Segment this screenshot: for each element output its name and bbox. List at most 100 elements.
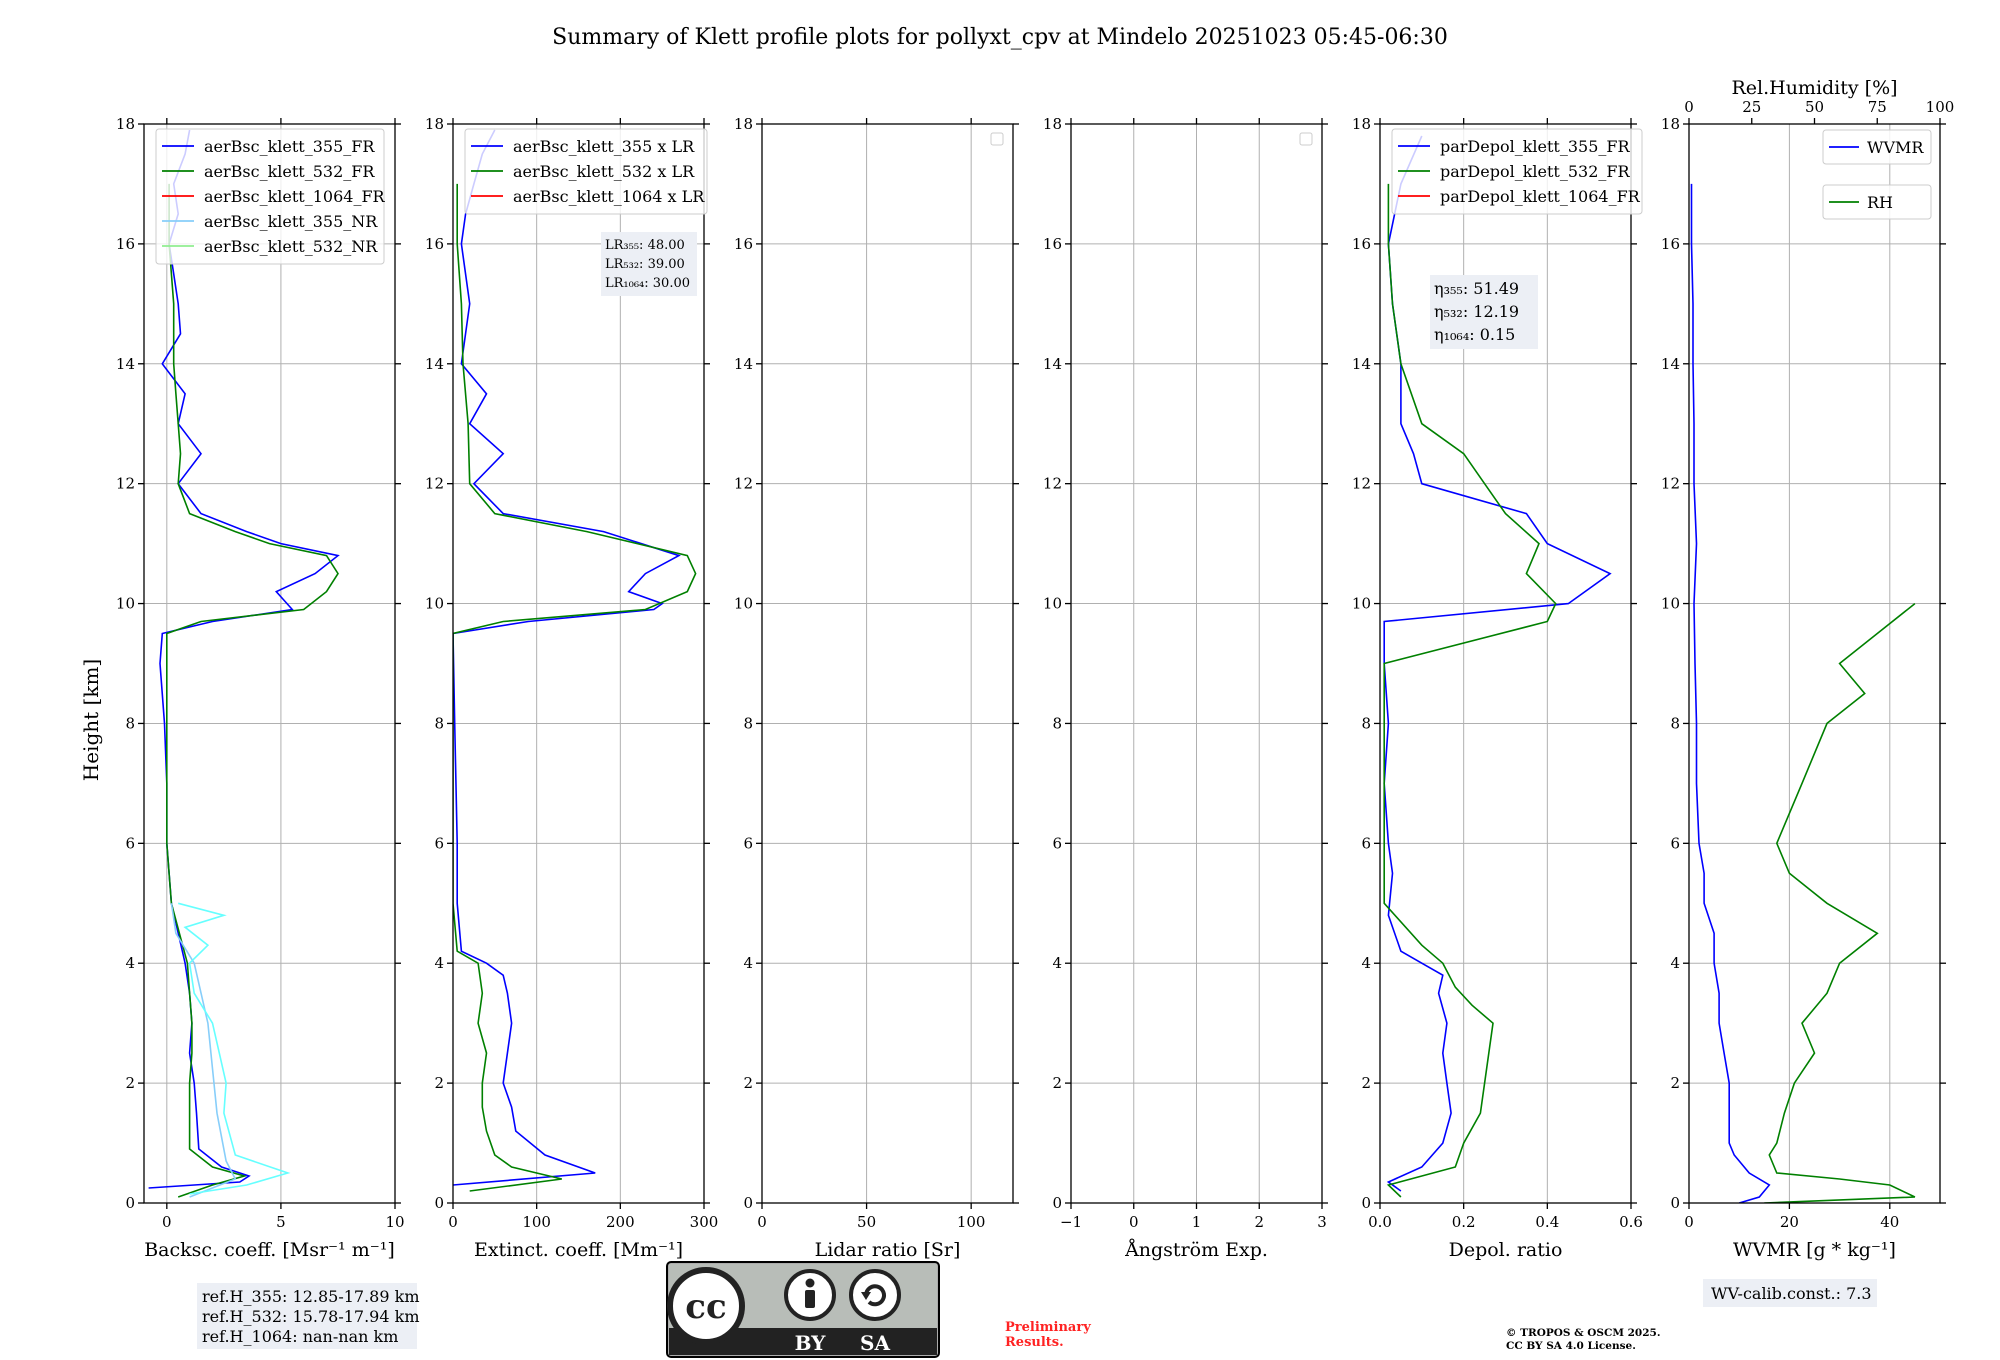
cc-icon (667, 1267, 745, 1345)
series-line-aerBsc_klett_532_FR (166, 183, 339, 1198)
y-tick-label: 12 (425, 475, 444, 493)
x-tick-label: 1 (1192, 1213, 1202, 1231)
top-x-tick-label: 100 (1926, 98, 1955, 116)
by-person-body (805, 1290, 815, 1308)
preliminary-line-2: Results. (1005, 1335, 1064, 1350)
x-tick-label: 20 (1780, 1213, 1799, 1231)
y-tick-label: 2 (125, 1074, 135, 1092)
x-tick-label: 3 (1317, 1213, 1327, 1231)
legend-box (1822, 184, 1932, 220)
plot-frame (452, 123, 705, 1204)
y-tick-label: 2 (1670, 1074, 1680, 1092)
series-group (453, 129, 697, 1192)
panel-depol: 0 2 4 6 8 10 12 14 16 18 0.0 0.2 0.4 0.6 Depol. ratio p… (1352, 115, 1643, 1261)
legend-label: parDepol_klett_355_FR (1440, 137, 1631, 156)
x-tick-label: 0 (162, 1213, 172, 1231)
y-tick-label: 4 (434, 954, 444, 972)
eta-annotation: η₁₀₆₄: 0.15 (1434, 325, 1515, 344)
series-line-parDepol_klett_532_FR (1383, 183, 1557, 1198)
series-line-aerBsc_klett_532 x LR (453, 183, 697, 1192)
y-tick-label: 14 (734, 355, 753, 373)
y-tick-label: 4 (1052, 954, 1062, 972)
y-tick-label: 0 (1052, 1194, 1062, 1212)
x-tick-label: 2 (1254, 1213, 1264, 1231)
y-tick-label: 12 (734, 475, 753, 493)
x-tick-label: 200 (606, 1213, 635, 1231)
lr-annotation: LR₁₀₆₄: 30.00 (605, 276, 690, 291)
y-tick-label: 10 (734, 595, 753, 613)
copyright-line-2: CC BY SA 4.0 License. (1506, 1340, 1636, 1352)
series-group (148, 129, 340, 1198)
y-tick-label: 2 (434, 1074, 444, 1092)
x-tick-label: 300 (690, 1213, 719, 1231)
copyright-line-1: © TROPOS & OSCM 2025. (1506, 1327, 1661, 1339)
x-axis-label: Depol. ratio (1449, 1239, 1563, 1261)
y-tick-label: 4 (1361, 954, 1371, 972)
legend-label: aerBsc_klett_1064_FR (204, 187, 386, 206)
y-axis-label: Height [km] (79, 659, 103, 781)
series-line-aerBsc_klett_532_NR (177, 902, 291, 1195)
by-label: BY (795, 1331, 827, 1355)
legend-label: aerBsc_klett_355_FR (204, 137, 375, 156)
top-x-axis-label: Rel.Humidity [%] (1731, 77, 1897, 99)
y-tick-label: 18 (425, 115, 444, 133)
plot-frame (1688, 123, 1941, 1204)
x-axis-label: Lidar ratio [Sr] (815, 1239, 961, 1261)
panel-lr: 0 2 4 6 8 10 12 14 16 18 0 50 100 Lidar ratio [Sr] (734, 115, 1019, 1261)
x-tick-label: 0 (757, 1213, 767, 1231)
panel-bsc: 0 2 4 6 8 10 12 14 16 18 0 5 10 Backsc. coeff. [Msr⁻¹… (116, 115, 420, 1349)
annotation-box (1703, 1279, 1877, 1307)
x-tick-label: 40 (1880, 1213, 1899, 1231)
y-tick-label: 6 (1361, 834, 1371, 852)
legend-label: aerBsc_klett_532_FR (204, 162, 375, 181)
sa-arrow-head (861, 1292, 871, 1300)
legend-box (155, 128, 385, 265)
legend-box (1391, 128, 1643, 215)
y-tick-label: 8 (125, 714, 135, 732)
y-tick-label: 10 (1661, 595, 1680, 613)
x-tick-label: 10 (385, 1213, 404, 1231)
preliminary-line-1: Preliminary (1005, 1320, 1091, 1335)
y-tick-label: 12 (116, 475, 135, 493)
x-tick-label: 0.2 (1452, 1213, 1476, 1231)
panel-ext: 0 2 4 6 8 10 12 14 16 18 0 100 200 300 Extinct. coeff.… (425, 115, 718, 1261)
ref-height-annotation: ref.H_532: 15.78-17.94 km (202, 1307, 420, 1326)
y-tick-label: 12 (1352, 475, 1371, 493)
legend-box (464, 128, 708, 215)
y-tick-label: 10 (1352, 595, 1371, 613)
series-line-aerBsc_klett_355 x LR (453, 129, 681, 1186)
ref-height-annotation: ref.H_1064: nan-nan km (202, 1327, 398, 1346)
annotation-box (197, 1283, 417, 1349)
top-x-tick-label: 0 (1684, 98, 1694, 116)
legend-label: aerBsc_klett_532_NR (204, 237, 378, 256)
y-tick-label: 16 (425, 235, 444, 253)
series-line-aerBsc_klett_355_NR (170, 903, 237, 1198)
lr-annotation: LR₃₅₅: 48.00 (605, 238, 685, 253)
wv-calib-annotation: WV-calib.const.: 7.3 (1711, 1284, 1872, 1303)
x-axis-label: Ångström Exp. (1124, 1239, 1268, 1261)
legend-label: RH (1867, 193, 1893, 212)
top-x-tick-label: 50 (1805, 98, 1824, 116)
sa-label: SA (860, 1331, 890, 1355)
by-person-head (805, 1278, 815, 1288)
y-tick-label: 16 (116, 235, 135, 253)
x-tick-label: 0.6 (1619, 1213, 1643, 1231)
y-tick-label: 4 (1670, 954, 1680, 972)
y-tick-label: 18 (1661, 115, 1680, 133)
y-tick-label: 0 (1361, 1194, 1371, 1212)
y-tick-label: 6 (434, 834, 444, 852)
y-tick-label: 6 (743, 834, 753, 852)
top-x-tick-label: 75 (1868, 98, 1887, 116)
legend-label: WVMR (1867, 138, 1924, 157)
x-tick-label: 0 (448, 1213, 458, 1231)
x-tick-label: 5 (276, 1213, 286, 1231)
ref-height-annotation: ref.H_355: 12.85-17.89 km (202, 1287, 420, 1306)
y-tick-label: 10 (116, 595, 135, 613)
series-line-aerBsc_klett_355_FR (148, 129, 340, 1189)
annotation-box (601, 232, 697, 296)
x-tick-label: 100 (522, 1213, 551, 1231)
eta-annotation: η₃₅₅: 51.49 (1434, 279, 1519, 298)
x-tick-label: 100 (957, 1213, 986, 1231)
